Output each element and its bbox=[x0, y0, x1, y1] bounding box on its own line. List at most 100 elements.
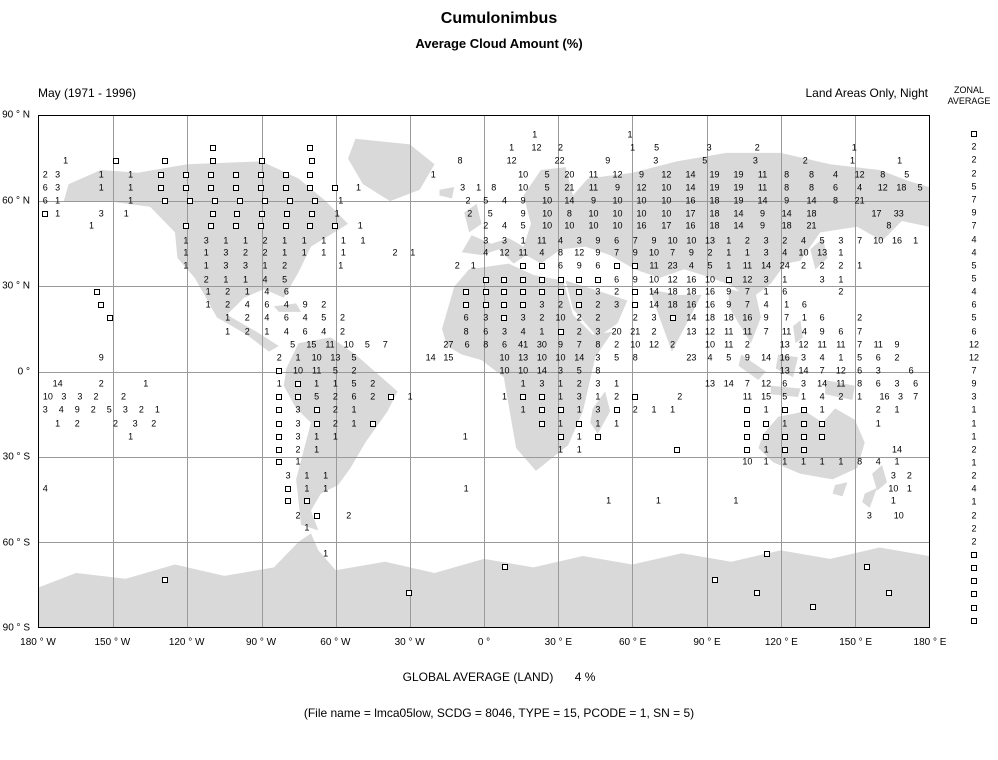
grid-value: 18 bbox=[781, 220, 792, 231]
grid-value: 4 bbox=[782, 247, 788, 258]
zero-square-marker bbox=[538, 289, 545, 296]
grid-value: 8 bbox=[558, 247, 564, 258]
grid-value: 1 bbox=[183, 247, 189, 258]
grid-value: 8 bbox=[595, 339, 601, 350]
grid-value: 1 bbox=[242, 235, 248, 246]
grid-value: 4 bbox=[302, 312, 308, 323]
grid-value: 1 bbox=[304, 483, 310, 494]
grid-value: 10 bbox=[343, 339, 354, 350]
lon-label: 0 ° bbox=[477, 637, 491, 648]
grid-value: 2 bbox=[677, 391, 683, 402]
grid-value: 1 bbox=[630, 142, 636, 153]
zonal-zero-square-marker bbox=[971, 577, 977, 584]
data-values-layer: 1 1 1 12 2 1 5 3 2 1 1 8 12 22 9 3 5 3 2 1 1 2 3 1 1 1 10 5 20 11 12 9 1… bbox=[39, 116, 929, 627]
grid-value: 8 bbox=[857, 378, 863, 389]
grid-value: 3 bbox=[558, 365, 564, 376]
grid-value: 1 bbox=[205, 286, 211, 297]
grid-value: 10 bbox=[705, 339, 716, 350]
landmass-iceland bbox=[439, 186, 455, 199]
zero-square-marker bbox=[819, 433, 826, 440]
grid-value: 1 bbox=[340, 247, 346, 258]
zero-square-marker bbox=[388, 394, 395, 401]
grid-value: 15 bbox=[761, 391, 772, 402]
grid-value: 1 bbox=[838, 352, 844, 363]
zonal-average-value: 2 bbox=[971, 523, 977, 534]
grid-value: 12 bbox=[531, 142, 542, 153]
grid-value: 3 bbox=[866, 510, 872, 521]
grid-value: 3 bbox=[653, 155, 659, 166]
grid-value: 1 bbox=[304, 522, 310, 533]
grid-value: 9 bbox=[614, 182, 621, 193]
grid-value: 2 bbox=[454, 260, 460, 271]
grid-value: 1 bbox=[360, 235, 366, 246]
grid-value: 1 bbox=[670, 404, 676, 415]
zero-square-marker bbox=[313, 512, 320, 519]
grid-value: 11 bbox=[873, 339, 883, 350]
grid-value: 3 bbox=[875, 365, 881, 376]
grid-value: 41 bbox=[518, 339, 529, 350]
zero-square-marker bbox=[594, 433, 601, 440]
grid-value: 14 bbox=[564, 195, 575, 206]
grid-value: 5 bbox=[487, 208, 493, 219]
grid-value: 2 bbox=[800, 260, 807, 271]
grid-value: 9 bbox=[590, 195, 596, 206]
zonal-average-value: 5 bbox=[971, 273, 977, 284]
grid-value: 1 bbox=[819, 456, 825, 467]
grid-value: 1 bbox=[357, 220, 363, 231]
grid-value: 22 bbox=[554, 155, 565, 166]
grid-value: 3 bbox=[763, 247, 769, 258]
grid-value: 14 bbox=[685, 169, 696, 180]
grid-value: 2 bbox=[632, 404, 638, 415]
grid-value: 4 bbox=[763, 299, 769, 310]
grid-value: 1 bbox=[509, 142, 515, 153]
grid-value: 10 bbox=[42, 391, 53, 402]
grid-value: 2 bbox=[838, 286, 844, 297]
grid-value: 11 bbox=[757, 169, 768, 180]
grid-value: 2 bbox=[370, 391, 376, 402]
zero-square-marker bbox=[93, 289, 100, 296]
grid-value: 1 bbox=[128, 169, 134, 180]
grid-value: 2 bbox=[370, 378, 376, 389]
grid-value: 11 bbox=[325, 339, 335, 350]
zero-square-marker bbox=[276, 420, 283, 427]
grid-value: 1 bbox=[733, 495, 739, 506]
landmass-british-isles bbox=[464, 204, 482, 233]
grid-value: 10 bbox=[661, 182, 672, 193]
grid-value: 2 bbox=[242, 247, 248, 258]
chart-subtitle: Average Cloud Amount (%) bbox=[415, 36, 583, 51]
grid-value: 2 bbox=[392, 247, 398, 258]
grid-value: 1 bbox=[183, 235, 189, 246]
grid-value: 9 bbox=[726, 299, 732, 310]
file-info: (File name = lmca05low, SCDG = 8046, TYP… bbox=[303, 706, 695, 720]
grid-value: 1 bbox=[800, 456, 807, 467]
grid-value: 14 bbox=[757, 195, 768, 206]
zero-square-marker bbox=[212, 197, 219, 204]
grid-value: 1 bbox=[520, 235, 526, 246]
grid-value: 1 bbox=[203, 260, 209, 271]
grid-value: 3 bbox=[483, 312, 489, 323]
grid-value: 1 bbox=[314, 444, 320, 455]
zero-square-marker bbox=[262, 197, 269, 204]
grid-value: 4 bbox=[483, 247, 489, 258]
zero-square-marker bbox=[107, 315, 114, 322]
grid-value: 6 bbox=[908, 365, 914, 376]
grid-value: 2 bbox=[632, 312, 638, 323]
grid-value: 3 bbox=[763, 274, 769, 285]
zero-square-marker bbox=[557, 289, 564, 296]
grid-value: 6 bbox=[463, 312, 469, 323]
zero-square-marker bbox=[669, 315, 676, 322]
grid-value: 5 bbox=[904, 169, 910, 180]
zonal-average-value: 1 bbox=[971, 457, 977, 468]
grid-value: 1 bbox=[410, 247, 416, 258]
grid-value: 7 bbox=[670, 247, 676, 258]
grid-value: 13 bbox=[779, 339, 790, 350]
lon-label: 60 ° W bbox=[320, 637, 351, 648]
grid-value: 18 bbox=[896, 182, 907, 193]
grid-value: 2 bbox=[614, 339, 620, 350]
grid-value: 21 bbox=[630, 326, 641, 337]
grid-value: 11 bbox=[781, 326, 792, 337]
grid-value: 6 bbox=[782, 378, 788, 389]
grid-value: 5 bbox=[707, 260, 713, 271]
zonal-average-value: 4 bbox=[971, 234, 977, 245]
